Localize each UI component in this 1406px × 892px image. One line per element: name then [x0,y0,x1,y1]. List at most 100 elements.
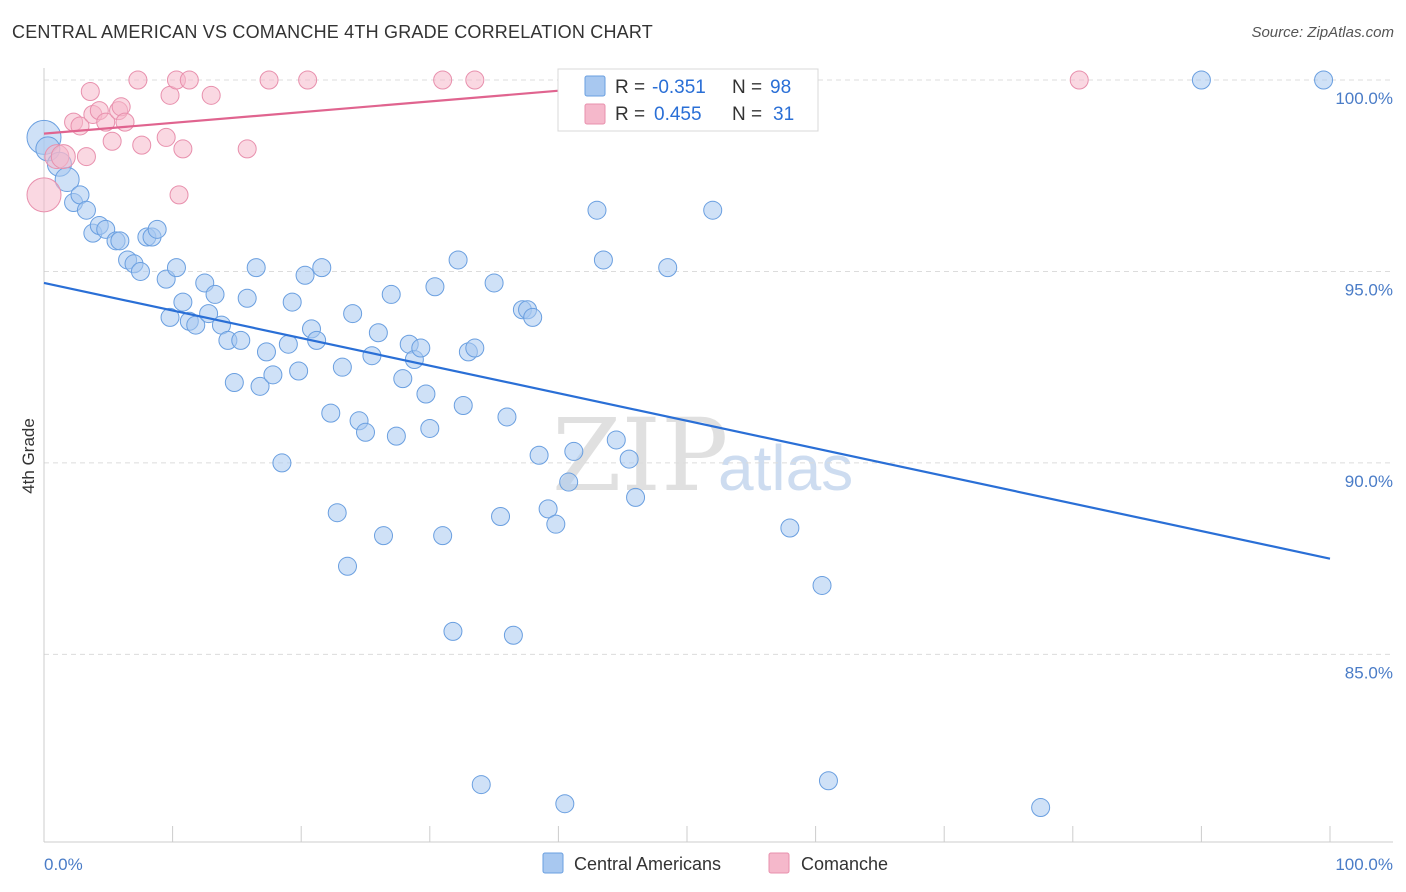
x-tick-label-1: 100.0% [1335,855,1393,874]
point-comanche-21 [179,70,199,90]
point-central-americans-17 [147,219,167,239]
point-comanche-5 [76,147,96,167]
y-tick-label-3: 85.0% [1345,663,1393,682]
point-comanche-26 [433,70,453,90]
y-tick-label-0: 100.0% [1335,89,1393,108]
point-central-americans-72 [497,407,517,427]
point-central-americans-87 [619,449,639,469]
watermark: ZIP atlas [552,397,853,514]
point-central-americans-30 [231,330,251,350]
watermark-atlas: atlas [718,432,853,504]
point-central-americans-20 [166,258,186,278]
point-central-americans-96 [1191,70,1211,90]
point-comanche-27 [465,70,485,90]
data-points [26,70,1334,818]
point-central-americans-33 [250,376,270,396]
point-central-americans-35 [263,365,283,385]
point-central-americans-54 [381,284,401,304]
legend-swatch-comanche [584,103,606,125]
legend-swatch-central-americans [584,75,606,97]
legend-label-central-americans: Central Americans [574,854,721,874]
point-central-americans-38 [282,292,302,312]
point-central-americans-68 [465,338,485,358]
point-comanche-22 [201,85,221,105]
point-central-americans-80 [555,794,575,814]
point-central-americans-66 [453,395,473,415]
point-central-americans-60 [416,384,436,404]
point-comanche-14 [128,70,148,90]
point-comanche-10 [102,131,122,151]
x-tick-labels: 0.0% 100.0% [44,855,1393,874]
point-central-americans-77 [529,445,549,465]
point-central-americans-62 [425,277,445,297]
point-central-americans-50 [356,422,375,442]
point-central-americans-36 [272,453,292,473]
trend-line-central-americans [43,281,1331,560]
point-central-americans-37 [278,334,298,354]
point-central-americans-53 [374,526,394,546]
point-comanche-16 [156,127,176,147]
point-central-americans-48 [343,304,363,324]
grid-lines [44,79,1393,655]
point-central-americans-63 [433,526,453,546]
point-central-americans-19 [160,307,180,327]
legend-r-value-1: -0.351 [652,77,706,98]
point-comanche-19 [169,185,189,205]
point-central-americans-14 [130,261,150,281]
chart-title: CENTRAL AMERICAN VS COMANCHE 4TH GRADE C… [12,22,653,42]
point-central-americans-46 [332,357,352,377]
point-comanche-9 [96,112,116,132]
point-central-americans-39 [289,361,309,381]
point-central-americans-90 [658,258,678,278]
series-legend: Central Americans Comanche [542,852,888,874]
legend-swatch-bottom-comanche [768,852,790,874]
point-central-americans-85 [593,250,613,270]
legend-n-label-1: N = [732,77,762,98]
source-credit: Source: ZipAtlas.com [1251,24,1394,41]
point-central-americans-92 [780,518,800,538]
point-comanche-0 [26,177,62,213]
point-central-americans-64 [443,621,463,641]
point-central-americans-45 [327,503,347,523]
point-central-americans-40 [295,265,315,285]
point-central-americans-11 [110,231,130,251]
point-central-americans-32 [246,258,266,278]
legend-swatch-bottom-central-americans [542,852,564,874]
point-central-americans-86 [606,430,626,450]
legend-n-value-2: 31 [773,104,794,125]
point-central-americans-71 [491,507,511,527]
legend-r-value-2: 0.455 [654,104,702,125]
legend-n-value-1: 98 [770,77,791,98]
legend-r-label-1: R = [615,77,645,98]
point-central-americans-26 [205,284,225,304]
point-central-americans-73 [503,625,523,645]
point-comanche-24 [259,70,279,90]
point-central-americans-69 [471,775,491,795]
point-central-americans-43 [312,258,332,278]
point-central-americans-56 [393,369,413,389]
point-central-americans-76 [523,307,543,327]
legend-n-label-2: N = [732,104,762,125]
point-central-americans-29 [224,373,244,393]
point-central-americans-34 [256,342,276,362]
point-comanche-6 [80,81,100,101]
point-central-americans-21 [173,292,193,312]
point-central-americans-81 [559,472,579,492]
point-comanche-30 [1069,70,1089,90]
point-central-americans-59 [411,338,431,358]
y-tick-label-1: 95.0% [1345,280,1393,299]
point-comanche-25 [298,70,318,90]
point-central-americans-95 [1031,798,1051,818]
point-central-americans-47 [337,556,357,576]
stats-legend: R = -0.351 N = 98 R = 0.455 N = 31 [557,68,819,132]
point-central-americans-6 [76,200,96,220]
legend-label-comanche: Comanche [801,854,888,874]
legend-r-label-2: R = [615,104,645,125]
point-central-americans-91 [703,200,723,220]
point-comanche-2 [50,144,76,170]
point-central-americans-88 [626,487,646,507]
point-central-americans-97 [1314,70,1334,90]
point-central-americans-65 [448,250,468,270]
y-tick-label-2: 90.0% [1345,472,1393,491]
